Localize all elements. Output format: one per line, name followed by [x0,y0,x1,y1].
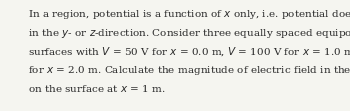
Text: for $x$ = 2.0 m. Calculate the magnitude of electric field in the units of V/m: for $x$ = 2.0 m. Calculate the magnitude… [28,64,350,77]
Text: In a region, potential is a function of $x$ only, i.e. potential does not change: In a region, potential is a function of … [28,8,350,21]
Text: on the surface at $x$ = 1 m.: on the surface at $x$ = 1 m. [28,83,166,94]
Text: surfaces with $V$ = 50 V for $x$ = 0.0 m, $V$ = 100 V for $x$ = 1.0 m, $V$ = 150: surfaces with $V$ = 50 V for $x$ = 0.0 m… [28,45,350,58]
Text: in the $y$- or $z$-direction. Consider three equally spaced equipotential: in the $y$- or $z$-direction. Consider t… [28,27,350,40]
